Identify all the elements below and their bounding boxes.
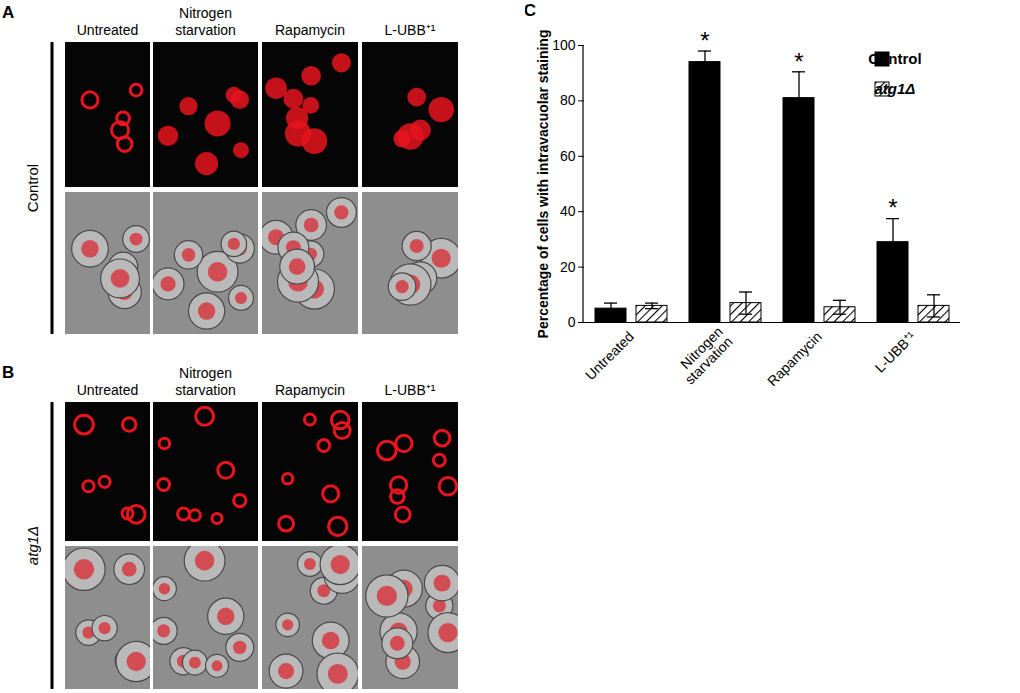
svg-text:C: C — [525, 1, 536, 20]
svg-text:Untreated: Untreated — [582, 328, 637, 383]
svg-text:Percentage of cells with intra: Percentage of cells with intravacuolar s… — [535, 30, 551, 339]
svg-text:Rapamycin: Rapamycin — [764, 328, 825, 389]
svg-text:*: * — [888, 194, 897, 221]
svg-text:L-UBB⁺¹: L-UBB⁺¹ — [385, 22, 436, 38]
svg-text:atg1Δ: atg1Δ — [24, 526, 41, 565]
svg-text:Untreated: Untreated — [77, 22, 138, 38]
svg-text:atg1Δ: atg1Δ — [875, 80, 916, 97]
svg-text:starvation: starvation — [175, 22, 236, 38]
svg-text:starvation: starvation — [175, 382, 236, 398]
svg-text:Rapamycin: Rapamycin — [275, 382, 345, 398]
svg-text:0: 0 — [568, 314, 576, 330]
svg-text:A: A — [2, 3, 14, 22]
svg-text:*: * — [794, 47, 803, 74]
svg-text:Untreated: Untreated — [77, 382, 138, 398]
svg-text:Control: Control — [868, 50, 921, 67]
svg-text:40: 40 — [560, 203, 576, 219]
svg-text:80: 80 — [560, 92, 576, 108]
svg-text:Nitrogen: Nitrogen — [179, 365, 232, 381]
svg-text:Nitrogenstarvation: Nitrogenstarvation — [672, 323, 736, 387]
svg-text:*: * — [700, 27, 709, 54]
svg-text:Nitrogen: Nitrogen — [179, 5, 232, 21]
svg-text:Rapamycin: Rapamycin — [275, 22, 345, 38]
svg-text:Control: Control — [24, 164, 41, 212]
svg-text:B: B — [2, 363, 14, 382]
svg-text:20: 20 — [560, 259, 576, 275]
svg-text:60: 60 — [560, 148, 576, 164]
svg-text:L-UBB⁺¹: L-UBB⁺¹ — [871, 328, 919, 376]
svg-text:L-UBB⁺¹: L-UBB⁺¹ — [385, 382, 436, 398]
svg-text:100: 100 — [552, 37, 576, 53]
